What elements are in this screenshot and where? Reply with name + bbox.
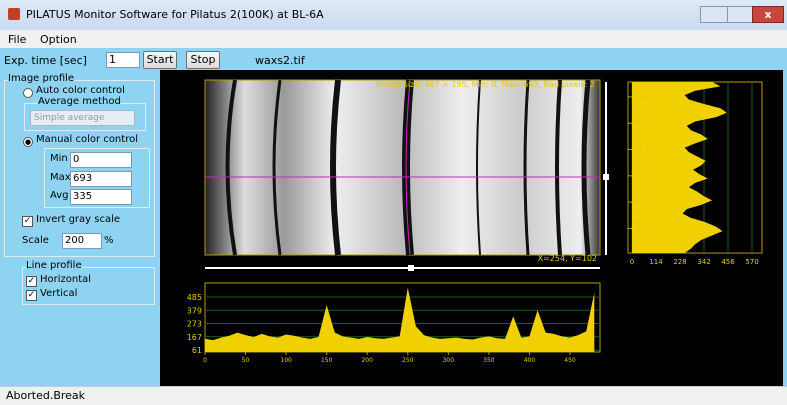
group-box	[22, 267, 155, 305]
label: Auto color control	[36, 85, 125, 96]
x-tick-label: 400	[524, 357, 536, 364]
window: PILATUS Monitor Software for Pilatus 2(1…	[0, 0, 787, 404]
x-tick-label: 114	[649, 258, 663, 266]
start-button[interactable]: Start	[143, 51, 177, 69]
file-name: waxs2.tif	[255, 54, 305, 67]
x-tick-label: 200	[361, 357, 373, 364]
label: Horizontal	[40, 274, 91, 285]
minimize-button[interactable]	[700, 6, 728, 23]
radio[interactable]: ●	[23, 137, 33, 147]
radio[interactable]	[23, 88, 33, 98]
stop-button[interactable]: Stop	[186, 51, 220, 69]
menu-bar	[0, 30, 787, 48]
label: Avg	[50, 190, 69, 201]
y-tick-label: 273	[187, 320, 202, 329]
x-tick-label: 342	[697, 258, 710, 266]
checkbox[interactable]: ✓	[26, 290, 37, 301]
image-info: Image size: 487 × 195, Min: 0, Max: 693,…	[376, 80, 595, 89]
y-tick-label: 61	[192, 346, 202, 355]
app-icon	[8, 8, 20, 20]
x-tick-label: 0	[630, 258, 634, 266]
menu-item[interactable]: Option	[40, 33, 77, 46]
x-tick-label: 300	[443, 357, 455, 364]
y-tick-label: 485	[187, 293, 202, 302]
label: Max	[50, 172, 71, 183]
image-view: Image size: 487 × 195, Min: 0, Max: 693,…	[160, 70, 783, 386]
label: Scale	[22, 235, 49, 246]
x-tick-label: 100	[280, 357, 292, 364]
maximize-button[interactable]	[727, 6, 753, 23]
text-input[interactable]: 1	[106, 52, 140, 68]
unit: %	[104, 235, 114, 246]
y-tick-label: 167	[187, 333, 202, 342]
x-tick-label: 228	[673, 258, 686, 266]
label: Exp. time [sec]	[4, 54, 87, 67]
group-title: Average method	[38, 96, 121, 107]
x-tick-label: 150	[321, 357, 333, 364]
menu-item[interactable]: File	[8, 33, 26, 46]
x-tick-label: 450	[564, 357, 576, 364]
label: Vertical	[40, 288, 77, 299]
checkbox[interactable]: ✓	[26, 276, 37, 287]
label: Manual color control	[36, 134, 138, 145]
dropdown[interactable]: Simple average	[30, 110, 135, 126]
spin-input[interactable]: 0	[70, 152, 132, 168]
close-button[interactable]: x	[752, 6, 784, 23]
x-tick-label: 50	[242, 357, 250, 364]
x-tick-label: 350	[483, 357, 495, 364]
spin-input[interactable]: 693	[70, 171, 132, 187]
x-tick-label: 0	[203, 357, 207, 364]
label: Min	[50, 153, 68, 164]
status-bar	[0, 386, 787, 405]
group-title: Image profile	[8, 73, 74, 84]
status-text: Aborted.Break	[6, 389, 85, 402]
window-title: PILATUS Monitor Software for Pilatus 2(1…	[26, 8, 324, 21]
checkbox[interactable]: ✓	[22, 216, 33, 227]
y-tick-label: 379	[187, 306, 202, 315]
group-title: Line profile	[26, 260, 82, 271]
spin-input[interactable]: 200	[62, 233, 102, 249]
spin-input[interactable]: 335	[70, 189, 132, 205]
x-tick-label: 250	[402, 357, 414, 364]
label: Invert gray scale	[36, 214, 120, 225]
x-tick-label: 456	[721, 258, 735, 266]
cursor-position: X=254, Y=102	[538, 254, 597, 263]
x-tick-label: 570	[745, 258, 758, 266]
